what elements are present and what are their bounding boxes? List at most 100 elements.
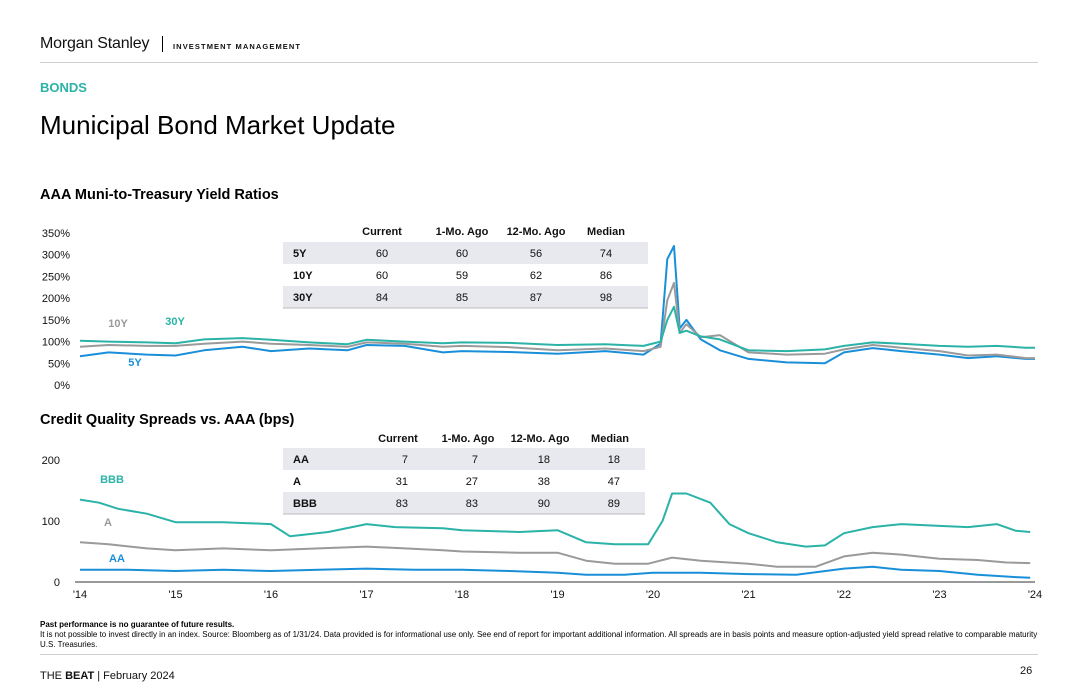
- credit-spread-chart: 0 100 200 Current 1-Mo. Ago 12-Mo. Ago Median…: [42, 433, 1043, 601]
- x-tick-label: '22: [837, 589, 851, 601]
- x-tick-label: '21: [741, 589, 755, 601]
- table-cell: 83: [466, 498, 478, 510]
- table-cell: 18: [538, 454, 550, 466]
- y-tick-label: 200%: [42, 293, 70, 305]
- table-row-label: 5Y: [293, 248, 307, 260]
- chart2-y-axis: 0 100 200: [42, 455, 60, 589]
- series-line-a: [79, 541, 1031, 568]
- y-tick-label: 100: [42, 516, 60, 528]
- chart1-title: AAA Muni-to-Treasury Yield Ratios: [40, 187, 279, 203]
- table-cell: 83: [396, 498, 408, 510]
- disclaimer-bold: Past performance is no guarantee of futu…: [40, 620, 235, 629]
- chart2-lines: [79, 492, 1031, 579]
- x-tick-label: '14: [73, 589, 87, 601]
- table-cell: 74: [600, 248, 612, 260]
- page-number: 26: [1020, 665, 1033, 677]
- x-tick-label: '15: [168, 589, 182, 601]
- table-row-label: 30Y: [293, 292, 313, 304]
- footer-rule: [40, 654, 1038, 655]
- table-cell: 62: [530, 270, 542, 282]
- series-line-aa: [80, 565, 1031, 579]
- publication-prefix: THE: [40, 670, 66, 682]
- page-title: Municipal Bond Market Update: [40, 110, 396, 140]
- publication-date: | February 2024: [94, 670, 175, 682]
- y-tick-label: 50%: [48, 358, 70, 370]
- table-cell: 7: [402, 454, 408, 466]
- x-tick-label: '16: [264, 589, 278, 601]
- series-label: BBB: [100, 474, 124, 486]
- series-line-30y: [79, 305, 1035, 353]
- table-row-label: AA: [293, 454, 309, 466]
- publication-name: BEAT: [65, 670, 95, 682]
- x-tick-label: '19: [550, 589, 564, 601]
- disclaimer-text: It is not possible to invest directly in…: [40, 630, 1038, 649]
- y-tick-label: 350%: [42, 228, 70, 240]
- chart1-series-labels: 10Y 30Y 5Y: [108, 316, 185, 369]
- table-cell: 98: [600, 292, 612, 304]
- series-label: 30Y: [165, 316, 185, 328]
- chart2-title: Credit Quality Spreads vs. AAA (bps): [40, 412, 295, 428]
- table-row-shade: [283, 492, 645, 514]
- series-label: 5Y: [128, 357, 142, 369]
- chart1-table: Current 1-Mo. Ago 12-Mo. Ago Median 5Y 60 60 56…: [283, 226, 648, 309]
- table-cell: 86: [600, 270, 612, 282]
- y-tick-label: 250%: [42, 271, 70, 283]
- table-column-header: Current: [362, 226, 402, 238]
- chart2-x-axis: '14 '15 '16 '17 '18 '19 '20 '21 '22 '23 '24: [73, 581, 1042, 601]
- table-column-header: Median: [591, 433, 629, 445]
- y-tick-label: 300%: [42, 250, 70, 262]
- header-rule: [40, 62, 1038, 63]
- table-cell: 59: [456, 270, 468, 282]
- chart1-y-axis: 0% 50% 100% 150% 200% 250% 300% 350%: [42, 228, 70, 392]
- x-tick-label: '24: [1028, 589, 1042, 601]
- series-line-bbb: [79, 492, 1031, 548]
- table-cell: 38: [538, 476, 550, 488]
- x-tick-label: '20: [646, 589, 660, 601]
- y-tick-label: 200: [42, 455, 60, 467]
- table-cell: 89: [608, 498, 620, 510]
- table-cell: 87: [530, 292, 542, 304]
- table-row-shade: [283, 286, 648, 308]
- series-label: A: [104, 517, 112, 529]
- table-column-header: Current: [378, 433, 418, 445]
- table-column-header: 12-Mo. Ago: [507, 226, 566, 238]
- table-cell: 60: [376, 270, 388, 282]
- series-label: 10Y: [108, 318, 128, 330]
- y-tick-label: 0%: [54, 380, 70, 392]
- series-label: AA: [109, 553, 125, 565]
- x-tick-label: '18: [455, 589, 469, 601]
- logo-divider: [162, 36, 163, 52]
- x-tick-label: '23: [932, 589, 946, 601]
- table-row-label: 10Y: [293, 270, 313, 282]
- table-cell: 60: [376, 248, 388, 260]
- table-column-header: Median: [587, 226, 625, 238]
- table-column-header: 1-Mo. Ago: [442, 433, 495, 445]
- yield-ratio-chart: 0% 50% 100% 150% 200% 250% 300% 350% Current 1-M…: [42, 226, 1035, 392]
- series-line-10y: [79, 281, 1035, 360]
- division-label: INVESTMENT MANAGEMENT: [173, 42, 302, 51]
- table-cell: 90: [538, 498, 550, 510]
- chart2-table: Current 1-Mo. Ago 12-Mo. Ago Median AA 7 7 18 18…: [283, 433, 645, 515]
- table-column-header: 1-Mo. Ago: [436, 226, 489, 238]
- publication-label: THE BEAT | February 2024: [40, 670, 175, 682]
- table-cell: 60: [456, 248, 468, 260]
- table-cell: 27: [466, 476, 478, 488]
- table-column-header: 12-Mo. Ago: [511, 433, 570, 445]
- table-row-label: A: [293, 476, 301, 488]
- brand-logo: Morgan Stanley: [40, 35, 150, 52]
- table-row-label: BBB: [293, 498, 317, 510]
- table-cell: 84: [376, 292, 388, 304]
- x-tick-label: '17: [359, 589, 373, 601]
- table-cell: 31: [396, 476, 408, 488]
- table-row-shade: [283, 448, 645, 470]
- table-cell: 56: [530, 248, 542, 260]
- y-tick-label: 100%: [42, 337, 70, 349]
- y-tick-label: 0: [54, 577, 60, 589]
- table-row-shade: [283, 242, 648, 264]
- y-tick-label: 150%: [42, 315, 70, 327]
- table-cell: 18: [608, 454, 620, 466]
- chart1-lines: [79, 245, 1035, 365]
- section-label: BONDS: [40, 80, 87, 95]
- table-cell: 85: [456, 292, 468, 304]
